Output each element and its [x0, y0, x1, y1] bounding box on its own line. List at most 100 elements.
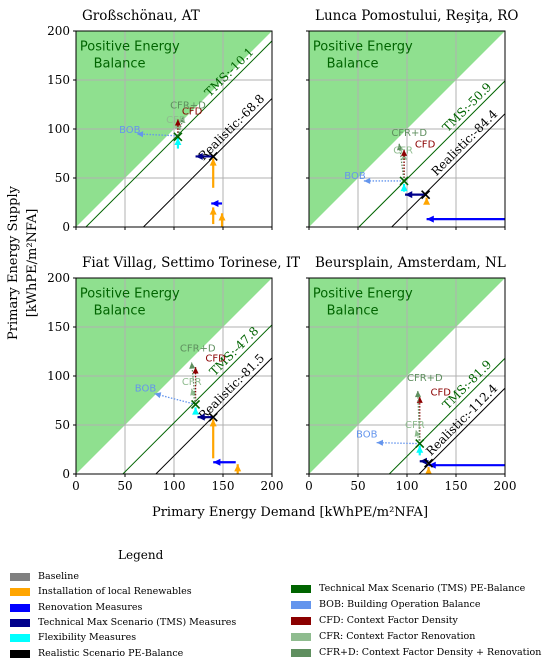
legend-item: CFR+D: Context Factor Density + Renovati…: [291, 647, 541, 659]
factor-label-cfd: CFD: [205, 353, 226, 364]
measure-arrowhead-renewables: [234, 464, 242, 472]
positive-balance-label: Positive Energy: [313, 287, 413, 302]
factor-label-cfr: CFR: [166, 115, 186, 126]
y-tick-label: 200: [47, 24, 70, 38]
factor-arrowhead-cfd: [174, 119, 181, 126]
x-tick-label: 0: [305, 479, 313, 493]
factor-arrowhead-bob: [154, 392, 162, 399]
factor-arrowhead-cfrd: [396, 143, 404, 151]
scenario-marker-realistic: [208, 151, 218, 162]
legend-swatch: [10, 634, 30, 643]
factor-label-bob: BOB: [135, 384, 157, 395]
legend-item: Realistic Scenario PE-Balance: [10, 648, 183, 660]
factor-label-cfd: CFD: [431, 388, 452, 399]
legend-item: Renovation Measures: [10, 602, 142, 614]
tms-balance-line: [122, 324, 272, 474]
legend-swatch: [10, 573, 30, 581]
scenario-marker-realistic: [208, 412, 218, 422]
factor-label-cfrd: CFR+D: [170, 100, 206, 111]
y-tick-label: 150: [47, 320, 70, 334]
legend-label: Flexibility Measures: [38, 632, 137, 644]
factor-arrow-cfr: [415, 429, 421, 444]
legend-label: Baseline: [38, 571, 79, 582]
x-tick-label: 150: [212, 479, 235, 493]
measure-arrowhead-flexibility: [400, 183, 408, 192]
x-tick-label: 50: [350, 479, 365, 493]
measure-arrowhead-renovation: [428, 461, 436, 469]
factor-arrowhead-bob: [363, 177, 371, 184]
legend-item: Baseline: [10, 571, 79, 583]
factor-label-cfr: CFR: [182, 377, 202, 388]
factor-arrow-cfrd: [177, 116, 185, 137]
scenario-marker-tms: [190, 399, 201, 409]
factor-arrow-bob: [376, 441, 420, 445]
factor-arrowhead-bob: [136, 131, 144, 138]
legend-swatch: [291, 649, 311, 657]
scenario-marker-realistic: [423, 458, 434, 468]
legend-label: Installation of local Renewables: [38, 586, 192, 598]
chart-title: Fiat Villag, Settimo Torinese, IT: [82, 255, 300, 271]
tms-balance-line: [85, 40, 272, 227]
legend-item: Installation of local Renewables: [10, 586, 192, 598]
chart-title: Beursplain, Amsterdam, NL: [315, 255, 506, 271]
legend-swatch: [10, 618, 30, 627]
chart-title: Großschönau, AT: [82, 8, 200, 24]
measure-arrowhead-flexibility: [192, 407, 200, 415]
realistic-balance-line: [143, 98, 272, 227]
y-tick-label: 150: [47, 73, 70, 87]
measure-arrowhead-tms_measures: [197, 413, 205, 421]
measure-arrowhead-tms_measures: [405, 191, 413, 199]
legend-item: Flexibility Measures: [10, 632, 136, 644]
legend-item: BOB: Building Operation Balance: [291, 599, 480, 611]
legend-swatch: [291, 601, 311, 609]
positive-balance-label: Positive Energy: [80, 40, 180, 55]
measure-arrowhead-renovation: [213, 458, 221, 466]
legend-label: Technical Max Scenario (TMS) PE-Balance: [319, 583, 526, 594]
y-tick-label: 100: [47, 369, 70, 383]
tms-balance-line: [358, 80, 505, 227]
positive-balance-label: Positive Energy: [80, 287, 180, 302]
realistic-balance-line: [391, 113, 505, 227]
measure-arrowhead-renewables: [209, 207, 217, 215]
x-tick-label: 50: [117, 479, 132, 493]
x-tick-label: 200: [494, 479, 517, 493]
x-tick-label: 200: [261, 479, 284, 493]
legend-item: CFD: Context Factor Density: [291, 615, 458, 627]
legend-label: Renovation Measures: [38, 601, 143, 613]
legend-item: CFR: Context Factor Renovation: [291, 631, 475, 643]
factor-arrow-cfrd: [190, 362, 197, 405]
factor-label-cfd: CFD: [415, 140, 436, 151]
measure-arrowhead-renovation: [426, 215, 434, 223]
measure-arrowhead-flexibility: [174, 137, 182, 146]
positive-balance-label: Positive Energy: [313, 40, 413, 55]
factor-label-cfrd: CFR+D: [180, 344, 216, 355]
measure-arrowhead-renewables: [209, 419, 217, 427]
factor-label-cfr: CFR: [393, 146, 413, 157]
y-axis-label-unit: [kWhPE/m²NFA]: [25, 209, 40, 318]
positive-balance-label-line2: Balance: [327, 303, 379, 318]
realistic-balance-line: [418, 387, 505, 474]
measure-arrowhead-flexibility: [416, 445, 424, 453]
y-tick-label: 0: [62, 220, 70, 234]
factor-label-bob: BOB: [356, 430, 378, 441]
legend: Legend Baseline Installation of local Ren…: [0, 535, 550, 666]
measure-arrowhead-tms_measures: [195, 152, 203, 160]
factor-arrowhead-cfrd: [414, 390, 422, 398]
scenario-marker-tms: [173, 132, 183, 142]
scenario-marker-realistic: [421, 190, 431, 200]
factor-arrowhead-cfd: [192, 367, 199, 374]
positive-balance-label-line2: Balance: [94, 56, 146, 71]
factor-arrowhead-cfr: [190, 388, 197, 396]
legend-label: CFD: Context Factor Density: [319, 615, 458, 626]
y-tick-label: 50: [55, 418, 70, 432]
y-tick-label: 200: [47, 271, 70, 285]
legend-swatch: [10, 603, 30, 612]
legend-label: Technical Max Scenario (TMS) Measures: [38, 616, 237, 628]
legend-label: CFR: Context Factor Renovation: [319, 631, 476, 642]
legend-item: Technical Max Scenario (TMS) Measures: [10, 617, 236, 629]
